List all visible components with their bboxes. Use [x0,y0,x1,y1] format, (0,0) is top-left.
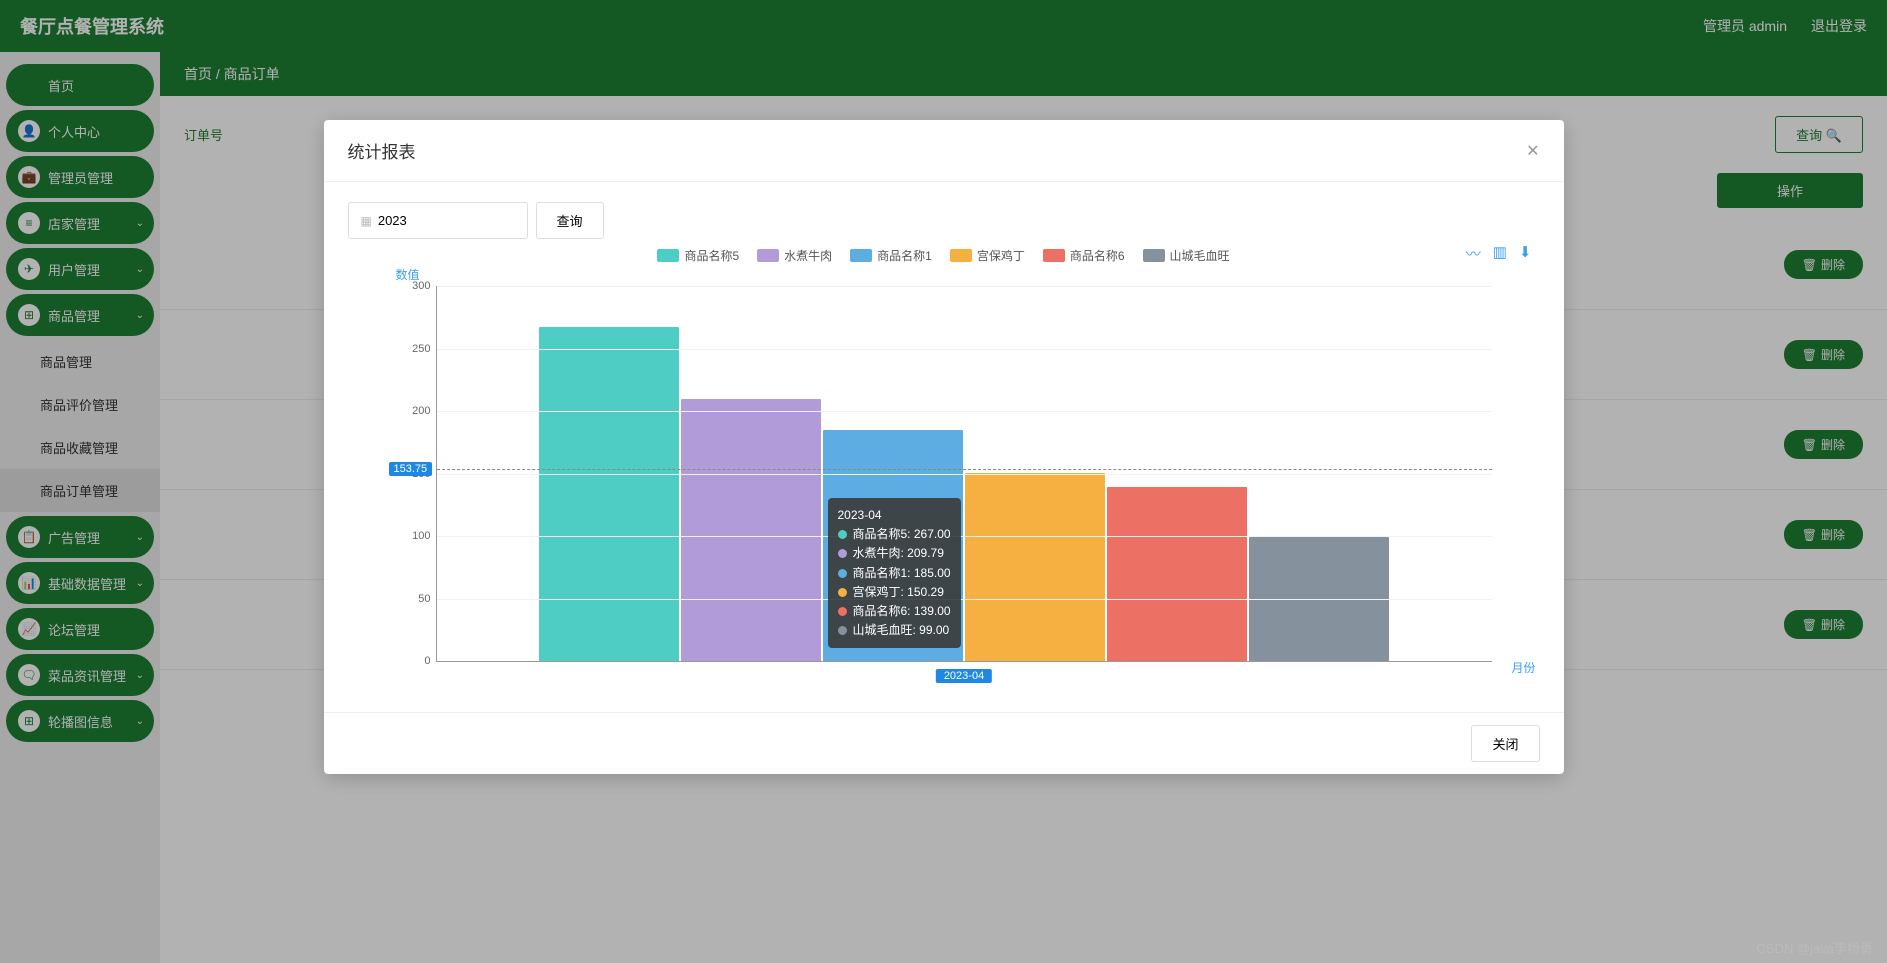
bar[interactable] [965,473,1105,661]
legend-item[interactable]: 水煮牛肉 [757,247,832,264]
x-category-badge: 2023-04 [936,669,992,683]
calendar-icon: ▦ [361,214,372,228]
y-tick: 300 [397,280,431,292]
legend-label: 商品名称5 [684,247,739,264]
legend-label: 山城毛血旺 [1170,247,1230,264]
legend-swatch [950,249,972,262]
gridline [437,536,1492,537]
gridline [437,474,1492,475]
modal-title: 统计报表 [348,138,416,163]
close-icon[interactable]: ✕ [1526,141,1539,161]
gridline [437,599,1492,600]
chart-container: 〰 ▥ ⬇ 商品名称5水煮牛肉商品名称1宫保鸡丁商品名称6山城毛血旺 数值 20… [348,247,1540,692]
legend-label: 商品名称1 [877,247,932,264]
chart-legend: 商品名称5 水煮牛肉 商品名称1 宫保鸡丁 商品名称6 山城毛血旺 [348,247,1540,264]
legend-swatch [1143,249,1165,262]
report-modal: 统计报表 ✕ ▦ 2023 查询 〰 ▥ ⬇ 商品名称5 水煮牛肉 商品名称1 宫保鸡… [324,120,1564,774]
watermark: CSDN @java李杨勇 [1757,938,1874,957]
bar[interactable] [1107,487,1247,661]
line-chart-icon[interactable]: 〰 [1466,243,1481,264]
bar-chart-icon[interactable]: ▥ [1493,243,1507,264]
legend-label: 水煮牛肉 [784,247,832,264]
marker-badge: 153.75 [389,462,433,476]
legend-label: 商品名称6 [1070,247,1125,264]
legend-item[interactable]: 山城毛血旺 [1143,247,1230,264]
plot-area: 2023-04 050100150200250300153.75 [436,286,1492,662]
y-tick: 200 [397,405,431,417]
bar[interactable] [681,399,821,661]
modal-overlay[interactable]: 统计报表 ✕ ▦ 2023 查询 〰 ▥ ⬇ 商品名称5 水煮牛肉 商品名称1 宫保鸡… [0,0,1887,963]
chart-toolbox: 〰 ▥ ⬇ [1466,243,1532,264]
y-tick: 100 [397,530,431,542]
gridline [437,286,1492,287]
legend-item[interactable]: 商品名称1 [850,247,932,264]
x-axis-title: 月份 [1511,659,1535,676]
chart-tooltip: 2023-04商品名称5: 267.00水煮牛肉: 209.79商品名称1: 1… [828,498,961,648]
legend-label: 宫保鸡丁 [977,247,1025,264]
year-input[interactable]: ▦ 2023 [348,202,528,239]
legend-item[interactable]: 商品名称5 [657,247,739,264]
legend-item[interactable]: 商品名称6 [1043,247,1125,264]
close-button[interactable]: 关闭 [1471,725,1539,762]
gridline [437,349,1492,350]
chart-canvas: 数值 2023-04 050100150200250300153.75 月份 2… [388,272,1500,692]
legend-swatch [850,249,872,262]
marker-line [437,469,1492,470]
y-tick: 250 [397,343,431,355]
y-tick: 50 [397,593,431,605]
download-icon[interactable]: ⬇ [1519,243,1532,264]
legend-item[interactable]: 宫保鸡丁 [950,247,1025,264]
legend-swatch [1043,249,1065,262]
legend-swatch [757,249,779,262]
legend-swatch [657,249,679,262]
gridline [437,411,1492,412]
bar[interactable] [539,327,679,661]
query-button[interactable]: 查询 [536,202,604,239]
y-tick: 0 [397,655,431,667]
